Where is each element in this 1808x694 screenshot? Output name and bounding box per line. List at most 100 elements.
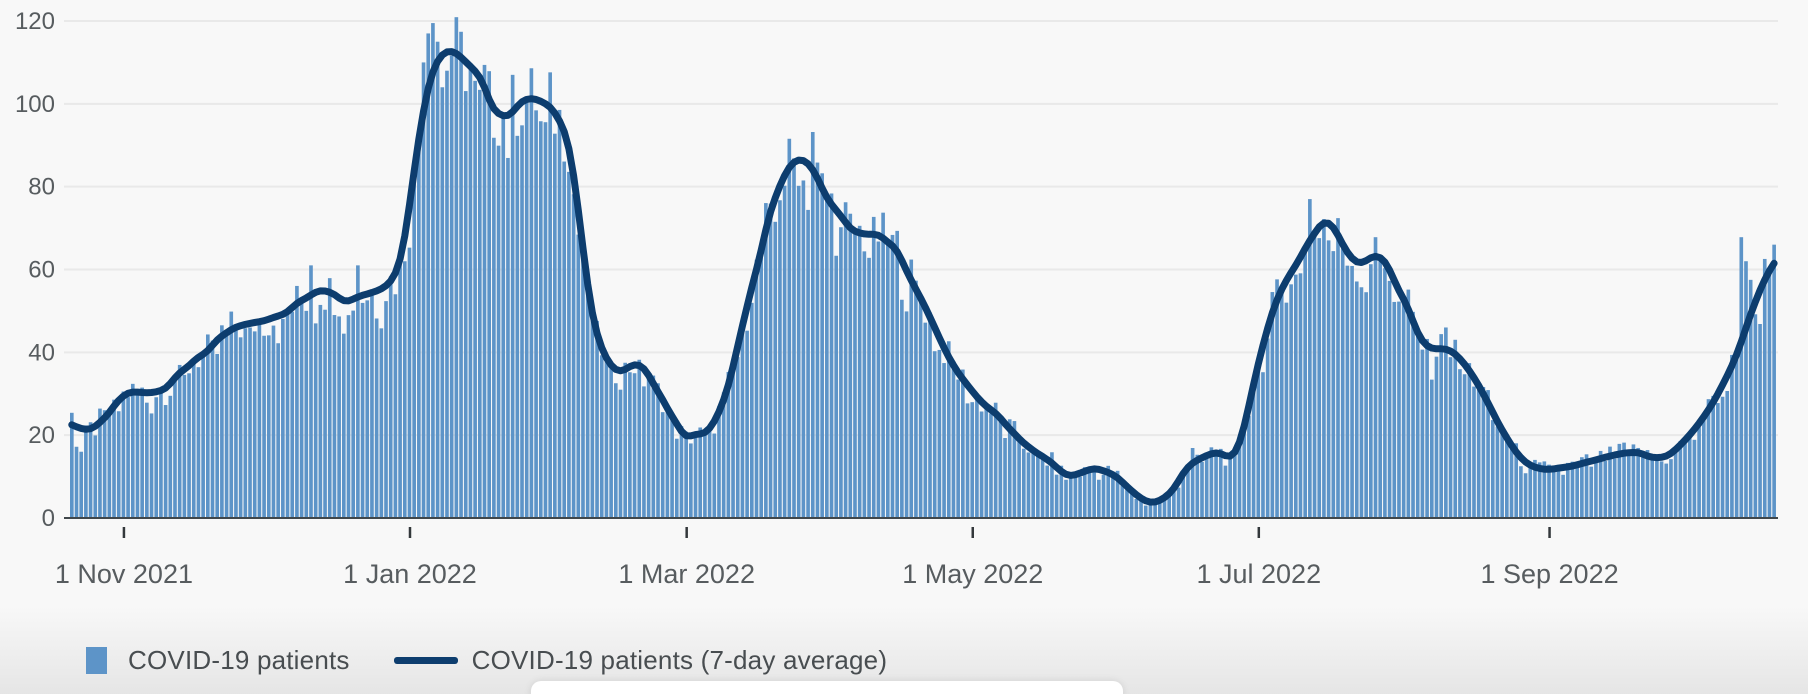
bar[interactable] [1017,441,1021,518]
bar[interactable] [398,251,402,518]
bar[interactable] [1673,446,1678,518]
bar[interactable] [454,17,459,519]
bar[interactable] [93,435,98,518]
bar[interactable] [853,231,857,519]
bar[interactable] [285,310,290,518]
bar[interactable] [1664,463,1669,518]
bar[interactable] [1509,442,1514,518]
bar[interactable] [684,431,688,518]
bar[interactable] [923,322,928,518]
bar[interactable] [1050,452,1054,518]
bar[interactable] [581,250,585,519]
bar[interactable] [1054,474,1059,518]
bar[interactable] [1148,503,1153,518]
bar[interactable] [1209,447,1214,518]
bar[interactable] [1204,453,1209,518]
bar[interactable] [1045,465,1050,518]
bar[interactable] [599,355,604,518]
bar[interactable] [1481,387,1486,518]
bar[interactable] [825,199,829,518]
bar[interactable] [834,255,839,518]
bar[interactable] [717,406,721,518]
bar[interactable] [1387,280,1392,518]
bar[interactable] [1242,430,1247,518]
bar[interactable] [637,359,642,518]
bar[interactable] [1744,261,1748,518]
bar[interactable] [187,373,191,518]
bar[interactable] [538,121,543,518]
bar[interactable] [754,259,759,518]
bar[interactable] [1753,314,1758,518]
bar[interactable] [70,412,74,518]
bar[interactable] [149,413,154,518]
bar[interactable] [1214,456,1218,518]
bar[interactable] [173,378,177,518]
bar[interactable] [806,209,810,518]
bar[interactable] [1134,498,1139,518]
bar[interactable] [130,383,135,518]
bar[interactable] [1186,470,1190,518]
bar[interactable] [857,225,862,518]
bar[interactable] [660,412,665,518]
bar[interactable] [1444,327,1448,518]
bar[interactable] [412,183,416,519]
bar[interactable] [168,395,173,518]
bar[interactable] [1378,255,1383,518]
bar[interactable] [1490,420,1495,518]
bar[interactable] [1129,494,1134,518]
bar[interactable] [1669,459,1673,518]
bar[interactable] [388,276,393,518]
bar[interactable] [196,367,201,518]
bar[interactable] [871,216,876,518]
bar[interactable] [318,304,323,518]
bar[interactable] [431,23,435,518]
bar[interactable] [449,55,454,519]
bar[interactable] [262,335,266,518]
bar[interactable] [567,171,571,518]
bar[interactable] [890,234,895,518]
bar[interactable] [1401,298,1406,518]
bar[interactable] [839,227,843,519]
bar[interactable] [721,392,726,518]
bar[interactable] [1439,334,1443,518]
bar[interactable] [1472,386,1476,518]
bar[interactable] [993,402,998,518]
bar[interactable] [1706,399,1711,518]
bar[interactable] [689,443,693,518]
bar[interactable] [557,109,562,519]
bar[interactable] [1078,476,1082,518]
bar[interactable] [1195,454,1200,518]
bar[interactable] [1101,474,1106,518]
bar[interactable] [290,311,295,518]
bar[interactable] [1392,301,1397,518]
bar[interactable] [506,157,510,518]
bar[interactable] [951,361,956,518]
bar[interactable] [642,386,646,518]
bar[interactable] [1350,265,1354,518]
bar[interactable] [501,117,506,518]
bar[interactable] [1031,448,1035,518]
bar[interactable] [1514,443,1519,518]
bar[interactable] [749,302,754,518]
bar[interactable] [1092,467,1096,518]
bar[interactable] [116,411,121,518]
bar[interactable] [1683,441,1687,518]
bar[interactable] [1603,461,1608,518]
bar[interactable] [965,403,970,518]
bar[interactable] [1519,466,1523,518]
bar[interactable] [159,390,163,518]
bar[interactable] [463,91,468,518]
bar[interactable] [1725,391,1730,518]
bar[interactable] [881,212,885,519]
bar[interactable] [1120,480,1125,518]
bar[interactable] [210,340,215,518]
bar[interactable] [384,301,388,518]
bar[interactable] [107,415,112,518]
bar[interactable] [140,387,144,518]
bar[interactable] [1420,349,1425,518]
bar[interactable] [595,320,599,518]
bar[interactable] [1406,289,1411,518]
bar[interactable] [1650,458,1655,518]
bar[interactable] [1237,439,1242,518]
bar[interactable] [632,373,637,518]
